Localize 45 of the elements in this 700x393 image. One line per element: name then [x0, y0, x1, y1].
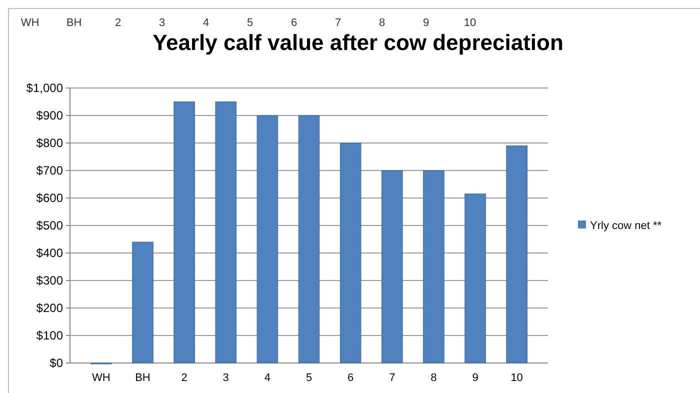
x-tick-label: 8 — [430, 372, 437, 384]
bar — [381, 170, 403, 364]
y-tick-label: $300 — [36, 274, 64, 288]
text: 5 — [246, 17, 254, 29]
text: 3 — [158, 17, 166, 29]
y-tick-label: $0 — [50, 356, 64, 370]
y-tick-label: $1,000 — [26, 81, 64, 96]
x-tick-label: 6 — [348, 372, 354, 384]
text: 7 — [334, 17, 342, 29]
text: 10 — [464, 17, 476, 29]
x-tick-label: WH — [92, 372, 110, 384]
bar — [256, 115, 278, 364]
legend-label: Yrly cow net ** — [590, 220, 662, 232]
text: 4 — [202, 17, 210, 29]
y-tick-label: $900 — [36, 108, 64, 123]
text: 6 — [290, 17, 298, 29]
x-tick-label: 7 — [389, 372, 396, 384]
y-tick-label: $700 — [36, 164, 64, 178]
y-tick-label: $100 — [36, 328, 64, 343]
text: 2 — [114, 17, 122, 29]
bar — [340, 142, 362, 364]
bar — [464, 194, 486, 364]
y-tick-label: $600 — [36, 191, 64, 206]
x-tick-label: BH — [135, 372, 150, 384]
bar — [423, 170, 444, 364]
x-tick-label: 5 — [306, 372, 312, 384]
chart-title: Yearly calf value after cow depreciation — [152, 30, 564, 55]
x-tick-label: 10 — [510, 372, 523, 384]
bar — [506, 146, 528, 364]
text: 9 — [422, 17, 430, 29]
y-tick-label: $500 — [36, 218, 64, 233]
y-tick-label: $800 — [36, 136, 64, 150]
bar — [174, 102, 195, 364]
y-tick-label: $400 — [36, 246, 64, 260]
x-tick-label: 9 — [472, 372, 478, 384]
text: BH — [66, 17, 82, 29]
text: 8 — [378, 17, 386, 29]
x-tick-label: 2 — [181, 372, 188, 384]
bar — [132, 242, 154, 364]
bar — [215, 102, 237, 364]
bar — [298, 115, 320, 364]
x-tick-label: 3 — [222, 372, 229, 384]
y-tick-label: $200 — [36, 301, 64, 316]
x-tick-label: 4 — [264, 372, 270, 384]
text: WH — [20, 17, 40, 29]
